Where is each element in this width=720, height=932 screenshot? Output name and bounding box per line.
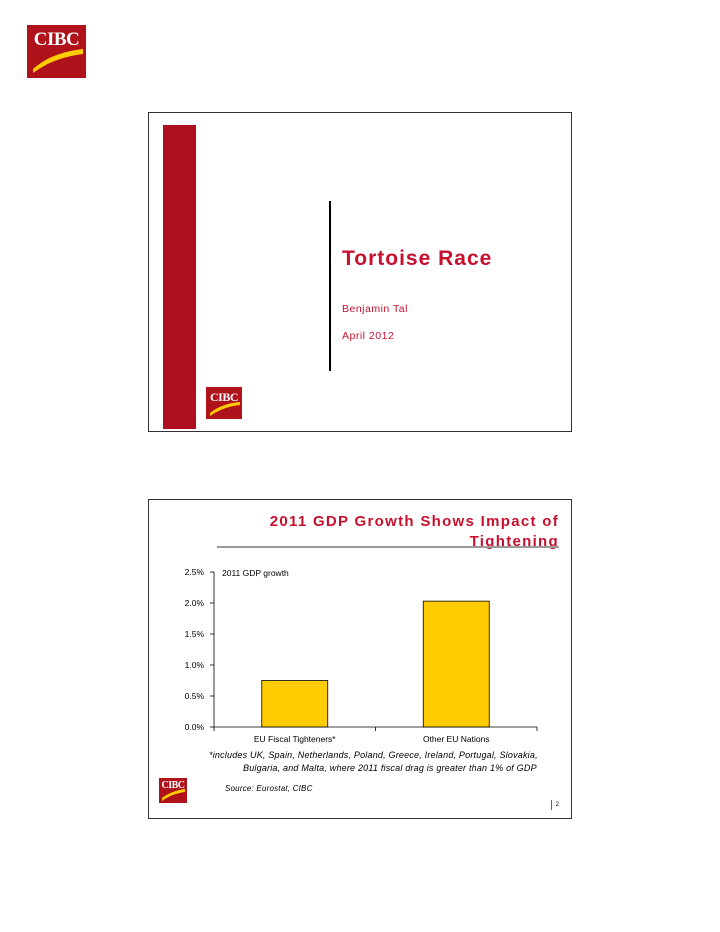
cibc-logo-text: CIBC <box>33 29 80 50</box>
cibc-logo-main: CIBC <box>27 25 86 78</box>
vertical-divider <box>329 201 331 371</box>
y-tick-label: 0.5% <box>185 691 205 701</box>
red-accent-bar <box>163 125 196 429</box>
source-note: Source: Eurostat, CIBC <box>225 784 313 793</box>
cibc-logo-text: CIBC <box>209 390 239 404</box>
bar-1 <box>422 600 490 728</box>
cibc-logo-swoosh <box>162 789 185 801</box>
page-number: 2 <box>550 800 559 810</box>
x-category-label: EU Fiscal Tighteners* <box>254 734 336 744</box>
y-tick-label: 1.5% <box>185 629 205 639</box>
chart-title: 2011 GDP growth <box>222 568 289 578</box>
title-underline <box>217 546 559 548</box>
y-tick-label: 2.0% <box>185 598 205 608</box>
y-tick-label: 2.5% <box>185 567 205 577</box>
cibc-logo-swoosh <box>33 49 83 73</box>
footnote-line-1: *includes UK, Spain, Netherlands, Poland… <box>209 750 538 760</box>
slide-gdp-chart: 2011 GDP Growth Shows Impact of Tighteni… <box>148 499 572 819</box>
cibc-logo-slide2: CIBC <box>159 778 187 803</box>
y-tick-label: 0.0% <box>185 722 205 732</box>
footnote-line-2: Bulgaria, and Malta, where 2011 fiscal d… <box>243 763 537 773</box>
gdp-bar-chart: 2011 GDP growth 0.0% 0.5% 1.0% 1.5% 2.0% 2.5%… <box>185 567 538 744</box>
slide-title: Tortoise Race Benjamin Tal April 2012 CI… <box>148 112 572 432</box>
author-name: Benjamin Tal <box>342 303 408 315</box>
cibc-logo-swoosh <box>210 402 240 416</box>
cibc-logo-text: CIBC <box>161 780 185 791</box>
slide-title-text: 2011 GDP Growth Shows Impact of Tighteni… <box>269 513 559 550</box>
slide-title-text: Tortoise Race <box>342 247 493 270</box>
presentation-date: April 2012 <box>342 330 395 342</box>
footnote: *includes UK, Spain, Netherlands, Poland… <box>209 749 559 775</box>
y-tick-label: 1.0% <box>185 660 205 670</box>
cibc-logo-slide1: CIBC <box>206 387 242 419</box>
bar-0 <box>261 680 329 728</box>
x-category-label: Other EU Nations <box>423 734 490 744</box>
